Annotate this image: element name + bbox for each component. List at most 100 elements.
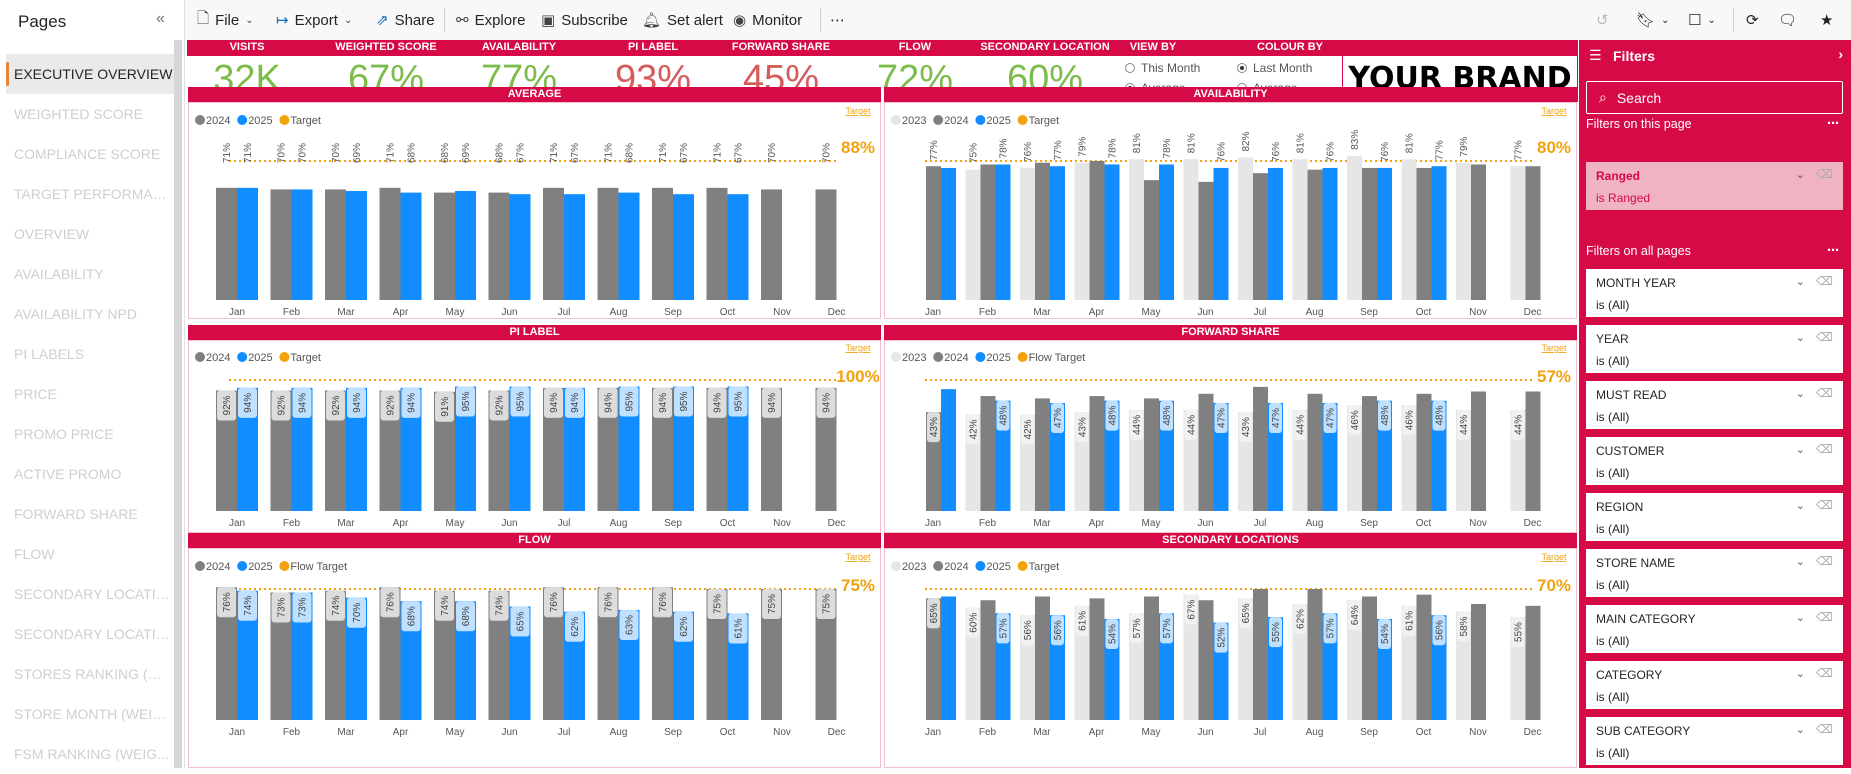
- clear-filter-icon[interactable]: ⌫: [1816, 274, 1833, 288]
- data-label: 79%: [1078, 137, 1089, 157]
- clear-filter-icon[interactable]: ⌫: [1816, 386, 1833, 400]
- bar-2024: [1471, 603, 1486, 720]
- chevron-down-icon[interactable]: ⌄: [1795, 556, 1805, 568]
- data-label: 57%: [1162, 618, 1173, 638]
- filter-card[interactable]: CUSTOMER is (All) ⌄ ⌫: [1586, 437, 1843, 485]
- filter-search-input[interactable]: ⌕ Search: [1586, 81, 1843, 114]
- clear-filter-icon[interactable]: ⌫: [1816, 610, 1833, 624]
- more-options-icon[interactable]: ⋯: [1827, 116, 1839, 130]
- kpi-label: SECONDARY LOCATION: [980, 41, 1110, 53]
- bar-2024: [1253, 589, 1268, 720]
- data-label-box: [1457, 611, 1470, 642]
- page-item[interactable]: STORES RANKING (WE...: [14, 666, 174, 682]
- data-label: 48%: [1435, 406, 1446, 426]
- page-item[interactable]: WEIGHTED SCORE: [14, 106, 144, 122]
- data-label-box: [1105, 400, 1119, 431]
- export-menu[interactable]: ↦ Export ⌄: [276, 0, 352, 40]
- clear-filter-icon[interactable]: ⌫: [1816, 442, 1833, 456]
- collapse-pages-icon[interactable]: «: [156, 10, 165, 27]
- share-button[interactable]: ⇗ Share: [376, 0, 435, 40]
- page-item[interactable]: COMPLIANCE SCORE: [14, 146, 161, 162]
- comment-icon[interactable]: 🗨︎: [1778, 12, 1798, 29]
- clear-filter-icon[interactable]: ⌫: [1816, 554, 1833, 568]
- chevron-down-icon[interactable]: ⌄: [1795, 332, 1805, 344]
- clear-filter-icon[interactable]: ⌫: [1816, 666, 1833, 680]
- view-menu[interactable]: ☐ ⌄: [1688, 0, 1716, 40]
- legend-marker: [279, 561, 290, 571]
- pages-scrollbar[interactable]: [174, 40, 182, 768]
- bookmark-menu[interactable]: 🔖︎ ⌄: [1636, 0, 1669, 40]
- data-label-box: [456, 601, 475, 632]
- filter-card[interactable]: CATEGORY is (All) ⌄ ⌫: [1586, 661, 1843, 709]
- bar-2024: [815, 387, 837, 511]
- bar-2025: [941, 167, 956, 300]
- page-item[interactable]: TARGET PERFORMANCE: [14, 186, 174, 202]
- chevron-down-icon[interactable]: ⌄: [1795, 500, 1805, 512]
- clear-filter-icon[interactable]: ⌫: [1816, 722, 1833, 736]
- page-item[interactable]: AVAILABILITY NPD: [14, 306, 137, 322]
- clear-filter-icon[interactable]: ⌫: [1816, 167, 1833, 181]
- filter-card[interactable]: Ranged is Ranged ⌄ ⌫: [1586, 162, 1843, 210]
- clear-filter-icon[interactable]: ⌫: [1816, 330, 1833, 344]
- monitor-button[interactable]: ◉ Monitor: [733, 0, 802, 40]
- page-item[interactable]: EXECUTIVE OVERVIEW: [6, 54, 174, 94]
- filter-card[interactable]: MUST READ is (All) ⌄ ⌫: [1586, 381, 1843, 429]
- explore-button[interactable]: ⚯ Explore: [456, 0, 525, 40]
- file-menu[interactable]: 🗋 File ⌄: [197, 0, 254, 40]
- expand-filters-icon[interactable]: ›: [1838, 46, 1843, 62]
- page-item[interactable]: STORE MONTH (WEIG...: [14, 706, 174, 722]
- bar-chart: 2023 2024 2025 Flow Target Target 57% Jan 43% Fe…: [884, 340, 1577, 533]
- page-item[interactable]: PROMO PRICE: [14, 426, 114, 442]
- data-label-box: [1432, 615, 1446, 646]
- bar-2024: [434, 590, 455, 720]
- chevron-down-icon[interactable]: ⌄: [1795, 612, 1805, 624]
- bar-2023: [1183, 159, 1199, 300]
- month-tick-label: Aug: [610, 307, 628, 318]
- chevron-down-icon[interactable]: ⌄: [1795, 276, 1805, 288]
- filter-card[interactable]: MONTH YEAR is (All) ⌄ ⌫: [1586, 269, 1843, 317]
- page-item[interactable]: PRICE: [14, 386, 57, 402]
- set-alert-button[interactable]: 🔔︎ Set alert: [642, 0, 723, 40]
- bar-2024: [1307, 393, 1323, 511]
- page-item[interactable]: SECONDARY LOCATION: [14, 586, 174, 602]
- filter-card[interactable]: SUB CATEGORY is (All) ⌄ ⌫: [1586, 717, 1843, 765]
- data-label-box: [1051, 402, 1064, 433]
- pages-title: Pages: [18, 12, 67, 31]
- page-item[interactable]: FSM RANKING (WEIG...: [14, 746, 169, 762]
- undo-icon[interactable]: ↺: [1596, 12, 1609, 29]
- colour-by-last-month-radio[interactable]: Last Month: [1237, 61, 1312, 75]
- chevron-down-icon[interactable]: ⌄: [1795, 724, 1805, 736]
- chevron-down-icon[interactable]: ⌄: [1795, 388, 1805, 400]
- page-item[interactable]: FLOW: [14, 546, 55, 562]
- data-label: 82%: [1241, 131, 1252, 151]
- more-options-icon[interactable]: ⋯: [1827, 243, 1839, 257]
- clear-filter-icon[interactable]: ⌫: [1816, 498, 1833, 512]
- page-item[interactable]: PI LABELS: [14, 346, 85, 362]
- refresh-icon[interactable]: ⟳: [1746, 12, 1759, 29]
- view-by-label: VIEW BY: [1129, 41, 1177, 53]
- filter-card[interactable]: YEAR is (All) ⌄ ⌫: [1586, 325, 1843, 373]
- favorite-star-icon[interactable]: ★: [1820, 12, 1834, 29]
- subscribe-button[interactable]: ▣ Subscribe: [541, 0, 628, 40]
- page-item[interactable]: ACTIVE PROMO: [14, 466, 122, 482]
- filter-card[interactable]: STORE NAME is (All) ⌄ ⌫: [1586, 549, 1843, 597]
- bar-2024: [1035, 162, 1050, 300]
- data-label: 73%: [298, 597, 309, 617]
- chevron-down-icon[interactable]: ⌄: [1795, 169, 1805, 181]
- more-options-button[interactable]: ⋯: [830, 12, 845, 29]
- legend-label: Target: [290, 115, 321, 127]
- month-tick-label: Jun: [501, 727, 517, 738]
- page-item[interactable]: AVAILABILITY: [14, 266, 104, 282]
- page-item[interactable]: SECONDARY LOCATIO...: [14, 626, 174, 642]
- target-label: Target: [1541, 343, 1567, 353]
- chevron-down-icon[interactable]: ⌄: [1795, 668, 1805, 680]
- data-label: 61%: [734, 618, 745, 638]
- bar-2025: [727, 194, 749, 300]
- filter-card[interactable]: MAIN CATEGORY is (All) ⌄ ⌫: [1586, 605, 1843, 653]
- view-by-this-month-radio[interactable]: This Month: [1125, 61, 1200, 75]
- bar-2024: [1416, 594, 1432, 720]
- page-item[interactable]: OVERVIEW: [14, 226, 90, 242]
- page-item[interactable]: FORWARD SHARE: [14, 506, 138, 522]
- filter-card[interactable]: REGION is (All) ⌄ ⌫: [1586, 493, 1843, 541]
- chevron-down-icon[interactable]: ⌄: [1795, 444, 1805, 456]
